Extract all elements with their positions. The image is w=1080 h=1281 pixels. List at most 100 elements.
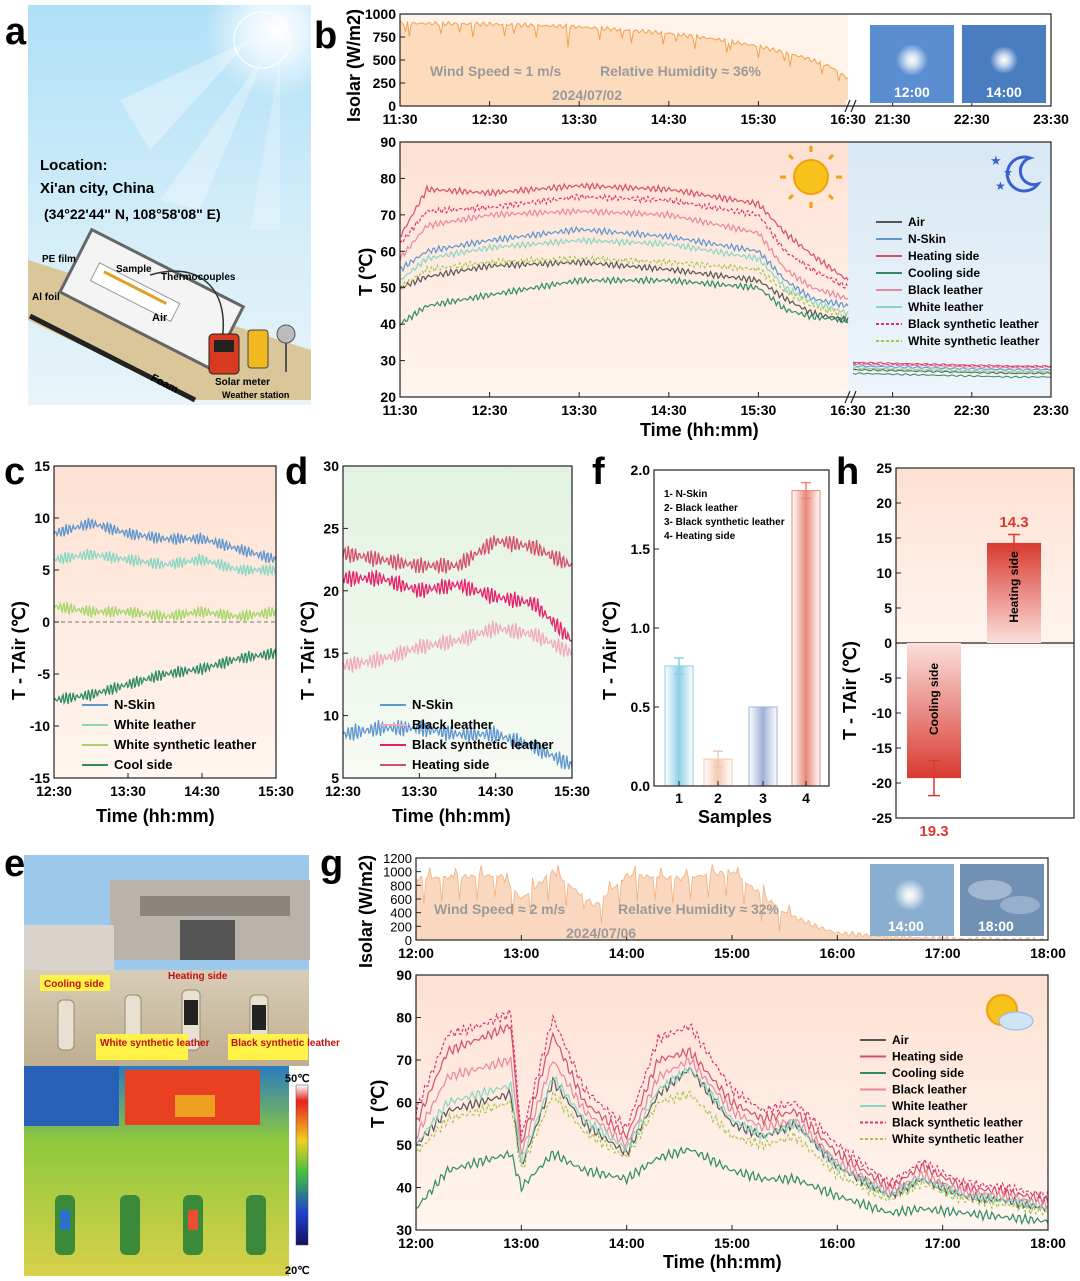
legend-label: Black leather — [892, 1083, 967, 1097]
x-tick-label: 21:30 — [875, 402, 911, 418]
series-white-leather — [399, 236, 849, 316]
b-humidity: Relative Humidity ≈ 36% — [600, 63, 762, 79]
y-tick-label: 10 — [323, 708, 339, 724]
star-icon: ★ — [1003, 167, 1013, 179]
y-tick-label: 40 — [396, 1180, 412, 1196]
sun-ray — [120, 40, 250, 150]
x-tick-label: 21:30 — [875, 111, 911, 127]
e-tag-black-synthetic: Black synthetic leather — [231, 1038, 340, 1049]
panel-f: f 1 2 3 4 0.0 0.5 1.0 1.5 2.0 1- N-Skin 2- Black … — [592, 451, 830, 827]
series-n-skin — [53, 517, 277, 563]
legend-label: White leather — [892, 1099, 968, 1113]
y-tick-label: 1000 — [383, 865, 412, 880]
legend-label: Black synthetic leather — [412, 737, 554, 752]
c-legend: N-Skin White leather White synthetic leath… — [82, 697, 256, 772]
b-temp-night-bg — [848, 142, 1051, 397]
location-coords: (34°22'44" N, 108°58'08" E) — [44, 206, 221, 222]
b-photo-2-time: 14:00 — [986, 84, 1022, 100]
e-tag-white-synthetic: White synthetic leather — [100, 1038, 210, 1049]
y-tick-label: -5 — [38, 666, 51, 682]
y-tick-label: 0 — [388, 98, 396, 114]
g-solar-frame — [415, 857, 1049, 941]
y-tick-label: 30 — [323, 458, 339, 474]
d-plot: 5 10 15 20 25 30 12:30 13:30 14:30 15:30 — [323, 458, 590, 799]
y-tick-label: 15 — [34, 458, 50, 474]
logger-icon — [247, 329, 269, 369]
sun-glow — [205, 0, 345, 100]
legend-label: Heating side — [412, 757, 489, 772]
g-photo-2-cloud — [1000, 896, 1040, 914]
legend-label: Black synthetic leather — [908, 317, 1039, 331]
y-tick-label: 5 — [42, 562, 50, 578]
y-tick-label: 1200 — [383, 851, 412, 866]
y-tick-label: -15 — [30, 770, 50, 786]
y-tick-label: 0.5 — [631, 699, 651, 715]
location-city: Xi'an city, China — [40, 180, 155, 197]
legend-label: 1- N-Skin — [664, 489, 707, 500]
night-series-white-synthetic-leather — [852, 367, 1052, 374]
series-n-skin — [342, 720, 573, 770]
h-bg-top — [896, 468, 1074, 648]
y-tick-label: 500 — [373, 52, 397, 68]
legend-label: Air — [892, 1033, 909, 1047]
x-tick-label: 13:30 — [110, 783, 146, 799]
b-date: 2024/07/02 — [552, 87, 622, 103]
x-tick-label: 16:00 — [819, 945, 855, 961]
label-thermocouples: Thermocouples — [161, 272, 236, 283]
e-building-band — [140, 896, 290, 916]
e-thermal-hot-shirt — [188, 1210, 198, 1230]
panel-label-g: g — [320, 843, 343, 885]
x-tick-label: 15:30 — [740, 402, 776, 418]
panel-label-e: e — [4, 843, 25, 885]
sun-icon — [780, 146, 842, 208]
x-tick-label: 12:00 — [398, 945, 434, 961]
legend-label: N-Skin — [412, 697, 453, 712]
legend-label: Black synthetic leather — [892, 1116, 1023, 1130]
x-tick-label: 22:30 — [954, 402, 990, 418]
y-tick-label: 90 — [396, 967, 412, 983]
series-white-leather — [415, 1067, 1049, 1212]
x-tick-label: 15:30 — [554, 783, 590, 799]
y-tick-label: 1000 — [365, 6, 396, 22]
y-tick-label: 70 — [380, 207, 396, 223]
legend-label: Heating side — [892, 1050, 964, 1064]
label-air: Air — [152, 312, 168, 324]
g-photo-1-sun — [894, 879, 926, 911]
y-tick-label: 60 — [396, 1095, 412, 1111]
y-tick-label: 20 — [323, 583, 339, 599]
y-tick-label: 80 — [396, 1010, 412, 1026]
g-humidity: Relative Humidity ≈ 32% — [618, 901, 780, 917]
y-tick-label: 30 — [380, 353, 396, 369]
y-tick-label: 50 — [396, 1137, 412, 1153]
g-legend: Air Heating side Cooling side Black leather… — [860, 1033, 1024, 1146]
series-air — [399, 257, 849, 324]
f-legend: 1- N-Skin 2- Black leather 3- Black synthe… — [664, 489, 785, 542]
x-tick-label: 14:30 — [651, 402, 687, 418]
series-white-synthetic-leather — [399, 254, 849, 318]
x-tick-label: 12:30 — [472, 402, 508, 418]
series-black-synthetic-leather — [399, 192, 849, 289]
x-tick-label: 17:00 — [925, 1235, 961, 1251]
legend-label: N-Skin — [908, 232, 946, 246]
x-tick-label: 12:30 — [325, 783, 361, 799]
x-tick-label: 14:30 — [478, 783, 514, 799]
e-building-door — [180, 920, 235, 960]
night-series-cooling-side — [852, 372, 1052, 379]
x-tick-label: 16:00 — [819, 1235, 855, 1251]
legend-label: Heating side — [908, 249, 980, 263]
e-tag-heating: Heating side — [168, 971, 228, 982]
x-tick-label: 13:00 — [503, 1235, 539, 1251]
star-icon: ★ — [995, 179, 1006, 193]
g-photo-2-time: 18:00 — [978, 918, 1014, 934]
y-tick-label: 400 — [390, 906, 412, 921]
e-bridge — [24, 925, 114, 970]
e-color-scale — [295, 1084, 309, 1246]
y-tick-label: -10 — [872, 705, 892, 721]
series-white-synthetic-leather — [53, 601, 277, 624]
series-black-synthetic-leather — [342, 569, 573, 642]
e-tag-bg — [96, 1034, 188, 1060]
x-tick-label: 11:30 — [382, 111, 417, 127]
b-xlabel: Time (hh:mm) — [640, 420, 759, 440]
g-photo-1-time: 14:00 — [888, 918, 924, 934]
